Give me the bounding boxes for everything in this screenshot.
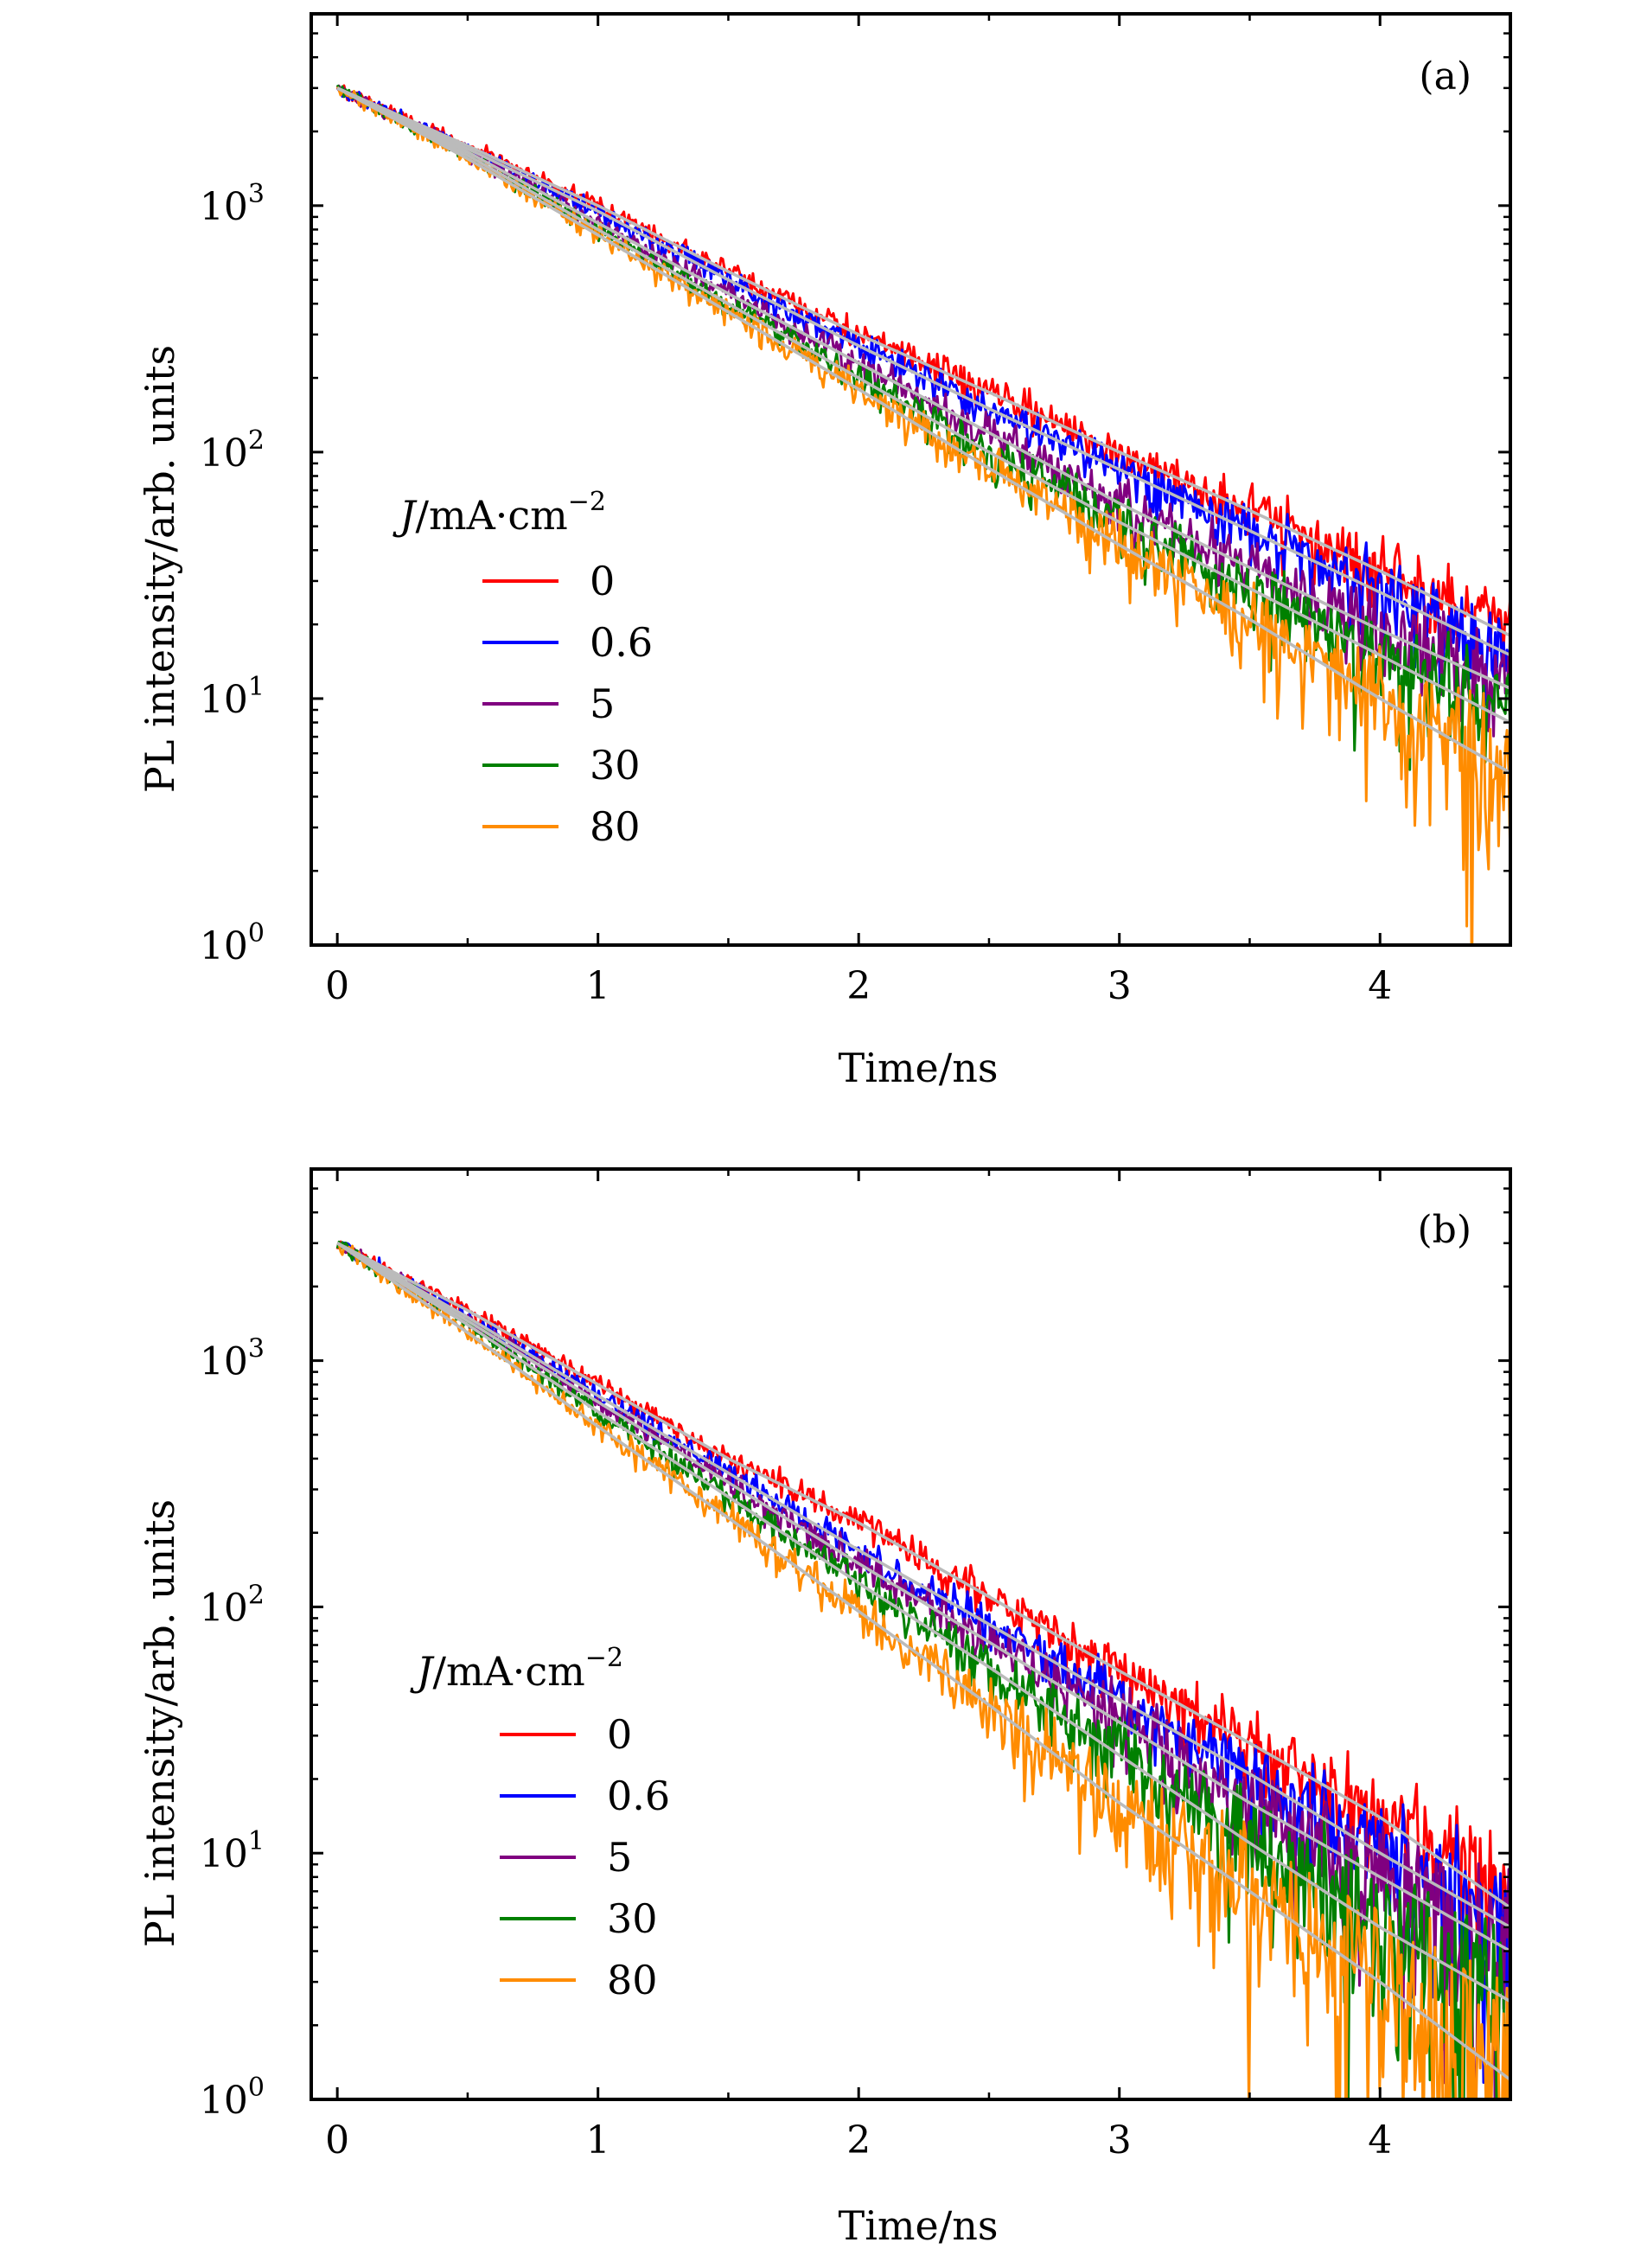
y-tick-label-b: 101: [200, 1826, 265, 1876]
legend-label-a-80: 80: [590, 803, 641, 850]
y-tick-label-a: 103: [200, 179, 265, 229]
axes-box-a: [310, 12, 1512, 947]
panel-label-b: (b): [1418, 1208, 1472, 1252]
series-line-a-80: [335, 86, 1510, 945]
fit-curve-a-80: [336, 86, 1510, 775]
axes-frame-a: 0 1 2 3 4 100 101 102 103: [200, 12, 1512, 1008]
fit-curve-b-80: [336, 1242, 1510, 2081]
axes-box-b: [310, 1167, 1512, 2101]
fit-curve-b-0: [336, 1242, 1510, 1909]
series-line-b-0.6: [337, 1241, 1510, 2084]
y-tick-label-b: 103: [200, 1334, 265, 1384]
x-tick-label-a: 3: [1107, 964, 1132, 1008]
plot-area-b: [335, 1240, 1510, 2099]
legend-label-b-5: 5: [607, 1834, 632, 1881]
x-tick-label-b: 2: [846, 2118, 871, 2163]
fit-curve-b-30: [336, 1242, 1510, 2003]
x-tick-label-b: 4: [1368, 2118, 1392, 2163]
legend-label-b-0: 0: [607, 1711, 632, 1758]
x-tick-label-a: 4: [1368, 964, 1392, 1008]
legend-label-b-30: 30: [607, 1895, 658, 1942]
legend-title-b: J/mA·cm−2: [410, 1643, 623, 1695]
fit-curve-b-5: [336, 1242, 1510, 1953]
axes-frame-b: 0 1 2 3 4 100 101 102 103: [200, 1167, 1512, 2163]
y-tick-label-a: 102: [200, 425, 265, 476]
y-axis-title-b: PL intensity/arb. units: [137, 1499, 183, 1947]
series-group-a: [335, 84, 1510, 945]
panel-b: J/mA·cm−2 0 0.6 5 30 80 0 1 2 3 4 100 101 102 103 (b…: [137, 1167, 1512, 2249]
x-tick-label-a: 2: [846, 964, 871, 1008]
x-tick-label-b: 3: [1107, 2118, 1132, 2163]
series-line-b-80: [336, 1242, 1510, 2099]
legend-label-b-80: 80: [607, 1957, 658, 2003]
legend-label-a-0: 0: [590, 558, 615, 604]
x-tick-label-b: 1: [586, 2118, 610, 2163]
x-axis-title-b: Time/ns: [839, 2202, 999, 2249]
x-tick-label-a: 0: [325, 964, 349, 1008]
x-axis-title-a: Time/ns: [839, 1045, 999, 1091]
legend-label-a-0.6: 0.6: [590, 619, 653, 666]
y-tick-label-b: 102: [200, 1580, 265, 1630]
legend-label-a-5: 5: [590, 680, 615, 727]
fit-curve-a-5: [336, 86, 1510, 690]
y-axis-title-a: PL intensity/arb. units: [137, 345, 183, 793]
legend-label-b-0.6: 0.6: [607, 1773, 670, 1819]
legend-b: J/mA·cm−2 0 0.6 5 30 80: [410, 1643, 670, 2003]
plot-area-a: [335, 84, 1510, 945]
fit-curve-a-0.6: [336, 86, 1510, 657]
fit-curve-a-30: [336, 86, 1510, 725]
y-tick-label-a: 100: [200, 918, 265, 968]
fit-curve-b-0.6: [336, 1242, 1510, 1929]
x-tick-label-b: 0: [325, 2118, 349, 2163]
y-tick-label-b: 100: [200, 2073, 265, 2123]
fit-curve-a-0: [336, 86, 1510, 637]
panel-label-a: (a): [1419, 54, 1471, 99]
legend-label-a-30: 30: [590, 742, 641, 789]
series-group-b: [335, 1240, 1510, 2099]
x-tick-label-a: 1: [586, 964, 610, 1008]
y-tick-label-a: 101: [200, 672, 265, 722]
